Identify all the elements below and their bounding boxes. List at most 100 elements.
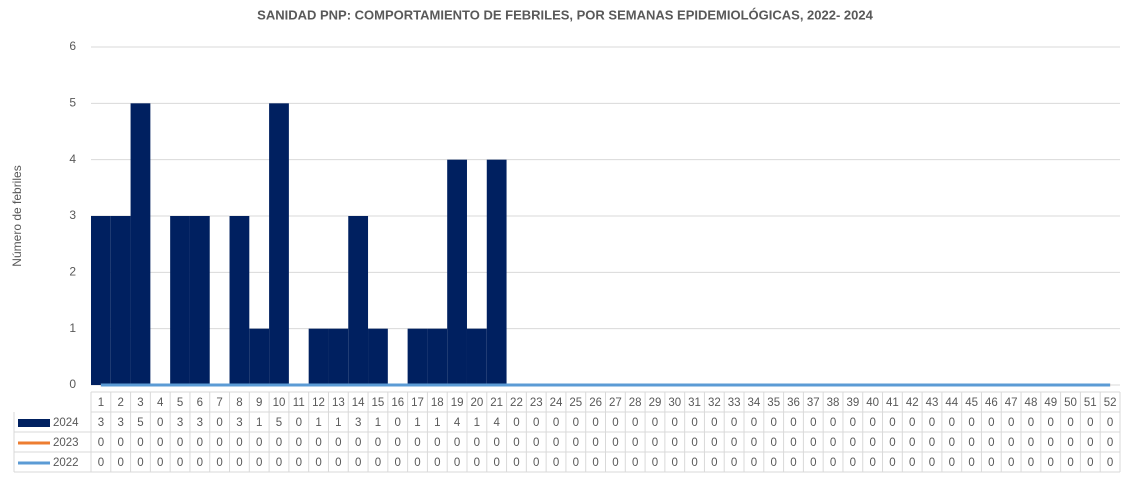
- table-value: 0: [850, 437, 856, 449]
- table-value: 0: [889, 417, 895, 429]
- bar: [308, 328, 329, 385]
- table-value: 0: [810, 417, 816, 429]
- x-tick-label: 45: [965, 397, 978, 409]
- table-value: 0: [375, 457, 381, 469]
- table-value: 0: [454, 437, 460, 449]
- table-value: 0: [770, 457, 776, 469]
- bar: [368, 328, 388, 385]
- table-value: 0: [731, 417, 737, 429]
- table-value: 0: [395, 437, 401, 449]
- y-tick-label: 3: [69, 208, 76, 222]
- x-tick-label: 8: [236, 397, 242, 409]
- table-value: 1: [434, 417, 440, 429]
- bar: [189, 216, 210, 385]
- x-tick-label: 38: [827, 397, 840, 409]
- table-value: 0: [553, 417, 559, 429]
- table-value: 0: [968, 417, 974, 429]
- table-value: 0: [988, 417, 994, 429]
- x-tick-label: 36: [787, 397, 800, 409]
- x-tick-label: 43: [926, 397, 939, 409]
- table-value: 0: [395, 457, 401, 469]
- bar: [170, 216, 190, 385]
- table-value: 0: [137, 437, 143, 449]
- table-value: 3: [197, 417, 203, 429]
- x-tick-label: 52: [1104, 397, 1117, 409]
- table-value: 0: [454, 457, 460, 469]
- table-value: 0: [216, 437, 222, 449]
- table-value: 0: [652, 457, 658, 469]
- x-tick-label: 19: [451, 397, 464, 409]
- x-tick-label: 39: [846, 397, 859, 409]
- bar: [229, 216, 250, 385]
- table-value: 0: [711, 457, 717, 469]
- legend-label: 2022: [53, 457, 79, 469]
- table-value: 0: [1048, 417, 1054, 429]
- table-value: 0: [830, 437, 836, 449]
- bar: [269, 103, 289, 385]
- table-value: 0: [573, 417, 579, 429]
- table-value: 0: [672, 457, 678, 469]
- table-value: 0: [929, 457, 935, 469]
- table-value: 0: [533, 457, 539, 469]
- table-value: 0: [751, 417, 757, 429]
- table-value: 0: [157, 417, 163, 429]
- table-value: 4: [454, 417, 461, 429]
- table-value: 0: [929, 417, 935, 429]
- y-tick-label: 1: [69, 321, 76, 335]
- table-value: 0: [1067, 417, 1073, 429]
- table-value: 0: [216, 417, 222, 429]
- x-tick-label: 26: [589, 397, 602, 409]
- table-value: 0: [197, 457, 203, 469]
- table-value: 0: [850, 457, 856, 469]
- table-value: 0: [691, 437, 697, 449]
- y-tick-label: 5: [69, 96, 76, 110]
- table-value: 0: [889, 457, 895, 469]
- table-value: 0: [276, 457, 282, 469]
- table-value: 0: [790, 417, 796, 429]
- x-tick-label: 30: [668, 397, 681, 409]
- table-value: 0: [98, 457, 104, 469]
- x-tick-label: 17: [411, 397, 424, 409]
- table-value: 0: [1028, 437, 1034, 449]
- x-tick-label: 4: [157, 397, 164, 409]
- table-value: 0: [711, 417, 717, 429]
- x-tick-label: 35: [767, 397, 780, 409]
- table-value: 0: [770, 437, 776, 449]
- table-value: 0: [731, 437, 737, 449]
- x-tick-label: 7: [216, 397, 222, 409]
- table-value: 0: [236, 437, 242, 449]
- table-value: 0: [375, 437, 381, 449]
- x-tick-label: 32: [708, 397, 721, 409]
- table-value: 0: [612, 417, 618, 429]
- table-value: 0: [672, 417, 678, 429]
- table-value: 0: [770, 417, 776, 429]
- table-value: 0: [790, 457, 796, 469]
- table-value: 0: [493, 437, 499, 449]
- table-value: 0: [335, 457, 341, 469]
- table-value: 0: [830, 417, 836, 429]
- x-tick-label: 33: [728, 397, 741, 409]
- bar: [466, 328, 487, 385]
- table-value: 0: [929, 437, 935, 449]
- table-value: 0: [1087, 417, 1093, 429]
- x-tick-label: 29: [649, 397, 662, 409]
- table-value: 0: [988, 437, 994, 449]
- x-tick-label: 12: [312, 397, 325, 409]
- table-value: 0: [632, 417, 638, 429]
- x-tick-label: 44: [945, 397, 958, 409]
- x-tick-label: 22: [510, 397, 523, 409]
- table-value: 0: [493, 457, 499, 469]
- table-value: 0: [573, 457, 579, 469]
- table-value: 0: [474, 437, 480, 449]
- table-value: 5: [276, 417, 282, 429]
- bar: [91, 216, 111, 385]
- x-tick-label: 25: [569, 397, 582, 409]
- table-value: 0: [573, 437, 579, 449]
- table-value: 0: [395, 417, 401, 429]
- table-value: 0: [632, 437, 638, 449]
- table-value: 0: [968, 457, 974, 469]
- table-value: 0: [632, 457, 638, 469]
- table-value: 0: [553, 437, 559, 449]
- table-value: 0: [1008, 417, 1014, 429]
